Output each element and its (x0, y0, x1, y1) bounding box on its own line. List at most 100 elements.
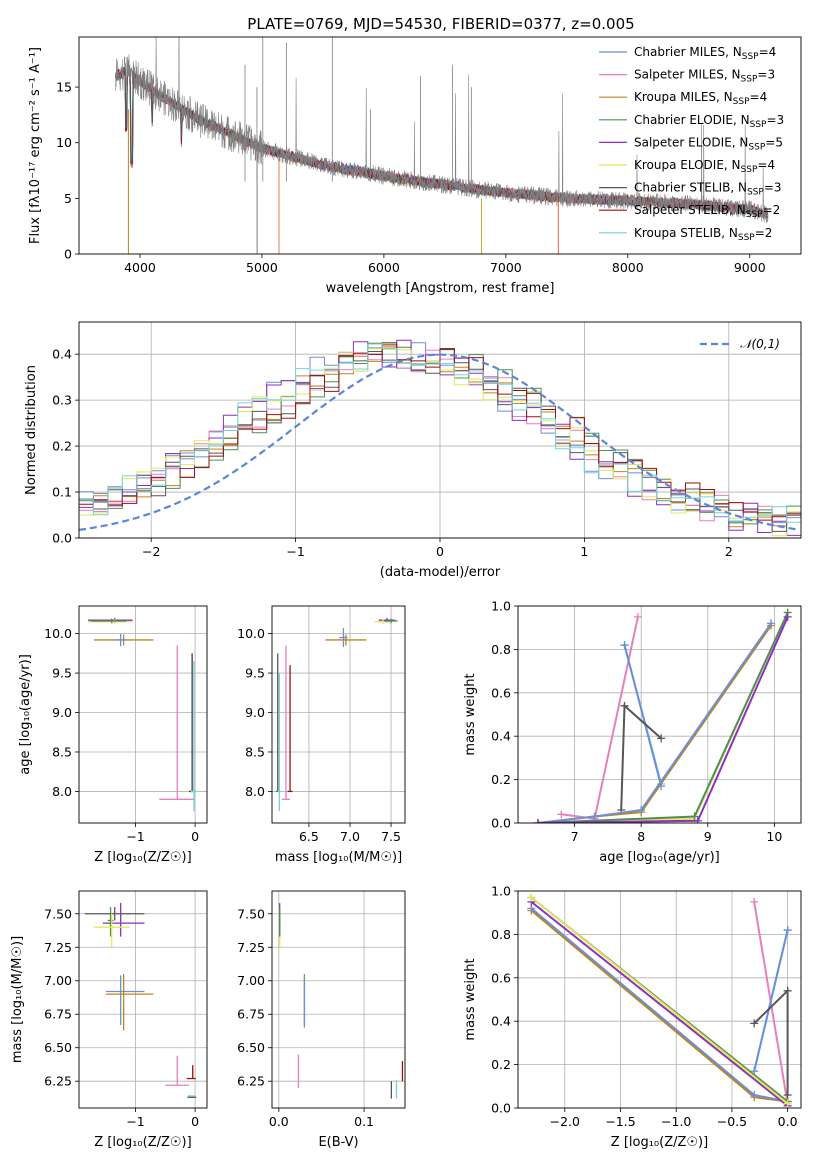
grid-lines (79, 606, 207, 823)
y-tick-label: 7.25 (44, 940, 72, 955)
x-tick-label: 7.0 (340, 829, 360, 844)
x-tick-label: −2.0 (550, 1114, 580, 1129)
weight-marker (783, 926, 792, 935)
error-bar-point (107, 907, 114, 937)
normal-reference-curve (79, 353, 799, 531)
x-tick-label: −1 (286, 544, 304, 559)
axes-frame (517, 605, 802, 824)
weight-marker (533, 819, 542, 823)
y-tick-label: 0.4 (491, 1014, 511, 1029)
legend: 𝒩(0,1) (700, 337, 780, 351)
weight-vs-age-panel: 7 8 9 10 0.0 0.2 0.4 0.6 0.8 1.0 age [log₁₀(age/yr… (463, 599, 802, 865)
weight-marker (527, 893, 536, 902)
y-axis-label: age [log₁₀(age/yr)] (18, 654, 33, 775)
legend-entry: Chabrier MILES, NSSP=4 (634, 45, 776, 62)
y-tick-label: 9.5 (245, 666, 265, 681)
legend-entry: Chabrier STELIB, NSSP=3 (634, 181, 782, 198)
y-tick-label: 0.2 (491, 1057, 511, 1072)
y-tick-label: 1.0 (491, 884, 511, 899)
x-tick-label: −1 (126, 829, 144, 844)
error-bar-point (277, 673, 282, 812)
axes-frame (78, 321, 802, 539)
error-bar-point (190, 661, 197, 812)
y-tick-label: 10 (56, 135, 72, 150)
error-bar-point (287, 665, 293, 793)
error-bar-point (102, 903, 145, 937)
error-bar-point (93, 913, 130, 948)
y-axis-label: mass weight (463, 673, 478, 755)
error-bar-point (384, 618, 398, 624)
weight-series (530, 901, 789, 1107)
y-tick-label: 8.5 (52, 744, 72, 759)
y-axis-label: Normed distribution (24, 365, 39, 495)
y-tick-label: 0.2 (491, 772, 511, 787)
x-tick-label: 8 (637, 829, 645, 844)
legend-entry: Kroupa STELIB, NSSP=2 (634, 226, 772, 243)
y-tick-label: 0.6 (491, 685, 511, 700)
y-tick-label: 5 (64, 191, 72, 206)
legend-entry: Salpeter MILES, NSSP=3 (634, 68, 775, 85)
y-tick-label: 9.5 (52, 666, 72, 681)
x-axis-label: Z [log₁₀(Z/Z☉)] (94, 850, 191, 865)
y-tick-label: 7.25 (237, 940, 265, 955)
x-tick-label: 8000 (612, 260, 644, 275)
x-tick-label: 6.5 (299, 829, 319, 844)
grid-lines (272, 606, 405, 823)
y-tick-label: 6.75 (44, 1007, 72, 1022)
axes-frame (271, 605, 406, 824)
weight-marker (783, 1099, 792, 1108)
weight-series (561, 616, 639, 820)
axes-frame (78, 605, 208, 824)
error-bar-point (325, 634, 367, 646)
y-tick-label: 7.00 (44, 973, 72, 988)
x-tick-label: 1 (580, 544, 588, 559)
x-tick-label: 0.0 (778, 1114, 798, 1129)
residual-histogram (79, 343, 801, 538)
weight-marker (657, 734, 666, 743)
y-axis-label: mass [log₁₀(M/M☉)] (10, 936, 25, 1063)
observed-spectrum (115, 37, 769, 224)
y-tick-label: 6.75 (237, 1007, 265, 1022)
x-axis-label: (data-model)/error (380, 565, 501, 580)
weight-series (530, 896, 789, 1105)
weight-marker (783, 986, 792, 995)
y-tick-label: 7.00 (237, 973, 265, 988)
error-bar-point (84, 907, 145, 921)
weight-marker (620, 641, 629, 650)
y-tick-label: 0.4 (491, 729, 511, 744)
x-tick-label: −1.0 (661, 1114, 691, 1129)
x-tick-label: 10 (766, 829, 782, 844)
x-tick-label: 4000 (124, 260, 156, 275)
y-tick-label: 6.25 (237, 1074, 265, 1089)
y-tick-label: 0.2 (52, 439, 72, 454)
grid-lines (518, 605, 801, 824)
x-axis-label: wavelength [Angstrom, rest frame] (326, 281, 555, 296)
weight-series (537, 616, 789, 823)
legend-entry: Salpeter STELIB, NSSP=2 (634, 203, 780, 220)
weight-marker (767, 619, 776, 628)
y-tick-label: 15 (56, 80, 72, 95)
legend: Chabrier MILES, NSSP=4 Salpeter MILES, NS… (599, 45, 784, 243)
x-tick-label: 0.1 (354, 1114, 374, 1129)
y-tick-label: 10.0 (44, 626, 72, 641)
weight-marker (783, 612, 792, 621)
weight-marker (750, 1090, 759, 1099)
error-bar-point (105, 974, 154, 1031)
x-axis-label: mass [log₁₀(M/M☉)] (275, 850, 402, 865)
weight-marker (557, 810, 566, 819)
weight-vs-metallicity-panel: −2.0 −1.5 −1.0 −0.5 0.0 0.0 0.2 0.4 0.6 0.8 1.0 Z [… (463, 884, 802, 1150)
y-tick-label: 0.8 (491, 927, 511, 942)
y-axis-label: mass weight (463, 958, 478, 1040)
y-tick-label: 0.0 (52, 531, 72, 546)
weight-marker (750, 897, 759, 906)
x-axis-label: Z [log₁₀(Z/Z☉)] (94, 1135, 191, 1150)
y-tick-label: 0.0 (491, 1101, 511, 1116)
figure-title: PLATE=0769, MJD=54530, FIBERID=0377, z=0… (247, 15, 634, 33)
y-tick-label: 8.0 (52, 784, 72, 799)
spectrum-panel: 4000 5000 6000 7000 8000 9000 0 5 10 15 wavelength… (28, 36, 802, 296)
error-bar-point (339, 628, 348, 648)
error-bar-point (114, 633, 127, 647)
weight-series (753, 929, 789, 1072)
x-tick-label: 0.0 (269, 1114, 289, 1129)
error-bar-point (105, 975, 145, 1025)
